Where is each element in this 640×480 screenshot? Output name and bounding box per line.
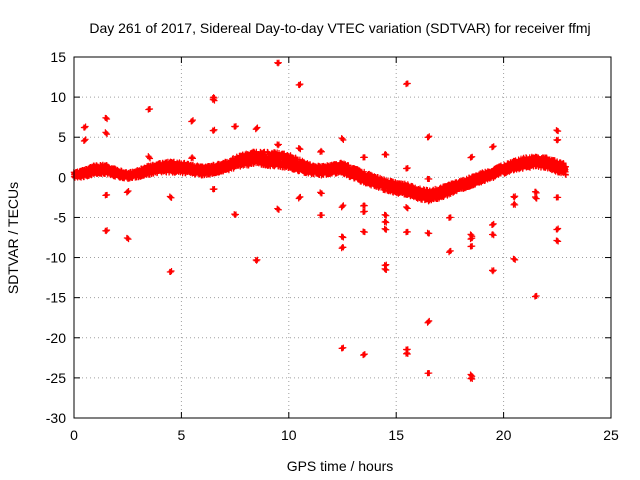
outlier-point [275,142,282,149]
outlier-point [189,154,196,161]
y-axis-ticks: -30 -25 -20 -15 -10 -5 0 5 10 15 [46,49,611,426]
outlier-point [339,203,346,210]
x-tick-label: 0 [70,427,78,443]
outlier-point [425,318,432,325]
chart-title: Day 261 of 2017, Sidereal Day-to-day VTE… [89,20,590,36]
y-tick-label: 15 [50,49,66,65]
outlier-point [489,268,496,275]
x-axis-ticks: 0 5 10 15 20 25 [70,57,619,443]
y-axis-label: SDTVAR / TECUs [5,182,21,294]
outlier-point [253,125,260,132]
outlier-point [403,204,410,211]
y-tick-label: -20 [46,330,66,346]
y-tick-label: 0 [58,169,66,185]
x-tick-label: 10 [281,427,297,443]
x-tick-label: 5 [178,427,186,443]
y-tick-label: -10 [46,250,66,266]
y-tick-label: -25 [46,370,66,386]
x-tick-label: 25 [603,427,619,443]
y-tick-label: -30 [46,410,66,426]
y-tick-label: -15 [46,290,66,306]
outlier-point [511,194,518,201]
x-tick-label: 15 [388,427,404,443]
outlier-point [232,212,239,219]
y-tick-label: 10 [50,89,66,105]
y-tick-label: 5 [58,129,66,145]
x-tick-label: 20 [496,427,512,443]
y-tick-label: -5 [54,209,67,225]
x-axis-label: GPS time / hours [287,458,394,474]
outlier-point [318,147,325,154]
outlier-point [103,130,110,137]
outlier-point [275,60,282,67]
outlier-point [403,350,410,357]
outlier-point [339,135,346,142]
outlier-point [253,257,260,264]
outlier-point [511,200,518,207]
band-point [345,162,352,169]
outlier-point [124,188,131,195]
data-points [70,59,569,383]
outlier-point [146,154,153,161]
